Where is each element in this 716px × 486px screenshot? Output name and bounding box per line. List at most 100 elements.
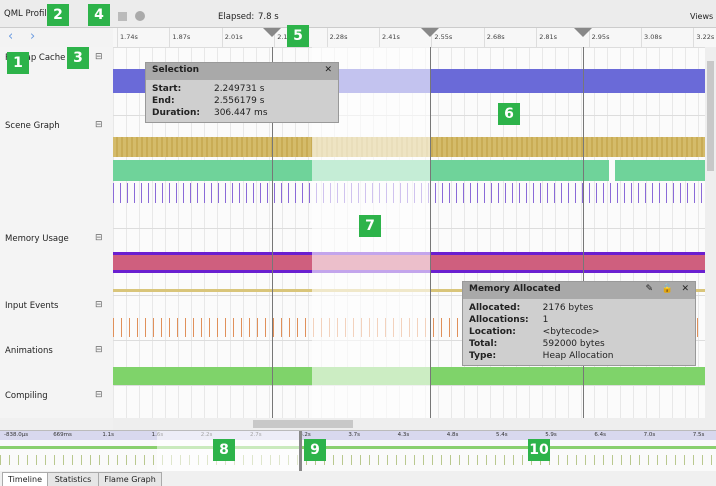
ruler-tick-label: 2.14s — [277, 33, 295, 41]
detail-key: End: — [152, 96, 175, 106]
grid-stripe — [594, 47, 595, 418]
overview-tick-label: -838.0µs — [4, 432, 29, 438]
grid-stripe — [113, 47, 114, 418]
annotation-badge: 1 — [7, 52, 29, 74]
ruler-tick-label: 2.28s — [329, 33, 348, 41]
grid-stripe — [256, 47, 257, 418]
ruler-tick-line — [169, 28, 171, 47]
grid-stripe — [451, 47, 452, 418]
grid-stripe — [269, 47, 270, 418]
annotation-badge: 6 — [498, 103, 520, 125]
grid-stripe — [464, 47, 465, 418]
ruler-tick-line — [326, 28, 328, 47]
overview-tick-label: 6.4s — [594, 432, 607, 438]
expand-button[interactable]: ⊟ — [95, 52, 103, 62]
grid-stripe — [191, 47, 192, 418]
grid-stripe — [438, 47, 439, 418]
overview: -838.0µs669ms1.1s1.6s2.2s2.7s3.2s3.7s4.3… — [0, 430, 716, 471]
overview-tick-label: 4.3s — [397, 432, 410, 438]
ruler-tick-label: 2.01s — [224, 33, 243, 41]
h-scrollbar[interactable] — [113, 418, 716, 430]
tab[interactable]: Statistics — [47, 472, 99, 486]
back-button[interactable]: ‹ — [8, 29, 14, 44]
detail-value: 2.556179 s — [213, 96, 265, 106]
ruler-tick-line — [431, 28, 433, 47]
toolbar-title: QML Profiler — [4, 9, 56, 19]
ruler-tick-line — [379, 28, 380, 47]
category-panel: Pixmap Cache ⊟ Scene Graph ⊟ Memory Usage ⊟ In… — [0, 47, 114, 418]
detail-value: 2176 bytes — [542, 303, 594, 313]
grid-stripe — [620, 47, 621, 418]
expand-button[interactable]: ⊟ — [95, 120, 103, 130]
category-label: Scene Graph — [5, 121, 60, 131]
ruler: 1.74s 1.87s 2.01s 2.14s 2.28s 2.41s 2.55s 2.68s… — [113, 28, 716, 48]
detail-value: Heap Allocation — [542, 351, 614, 361]
forward-button[interactable]: › — [30, 29, 36, 44]
detail-value: 2.249731 s — [213, 84, 265, 94]
stop-button[interactable] — [118, 12, 127, 21]
detail-key: Total: — [469, 339, 498, 349]
elapsed-value: 7.8 s — [258, 12, 279, 22]
detail-value: <bytecode> — [542, 327, 600, 337]
ruler-tick-line — [693, 28, 695, 47]
ruler-tick-line — [641, 28, 642, 47]
grid-stripe — [503, 47, 504, 418]
selection-title: Selection ✕ — [146, 63, 338, 80]
views-menu[interactable]: Views — [690, 12, 714, 21]
grid-stripe — [126, 47, 127, 418]
overview-tick-label: 669ms — [53, 432, 72, 438]
annotation-badge: 5 — [287, 25, 309, 47]
overview-tick-label: 3.2s — [299, 432, 311, 438]
marker-handle — [263, 28, 281, 37]
grid-stripe — [139, 47, 140, 418]
expand-button[interactable]: ⊟ — [95, 345, 103, 355]
ruler-tick-label: 1.74s — [120, 33, 138, 41]
tab[interactable]: Timeline — [2, 472, 48, 486]
grid-stripe — [542, 47, 543, 418]
marker-handle — [421, 28, 439, 37]
grid-stripe — [633, 47, 634, 418]
overview-tick-label: 5.4s — [496, 432, 508, 438]
grid-stripe — [204, 47, 205, 418]
details-table: Allocated: 2176 bytes Allocations: 1 Locatio… — [467, 302, 615, 362]
expand-button[interactable]: ⊟ — [95, 300, 103, 310]
tab[interactable]: Flame Graph — [98, 472, 162, 486]
ruler-tick-label: 2.68s — [486, 33, 505, 41]
overview-tick-label: 7.0s — [643, 432, 656, 438]
overview-tick-label: 5.9s — [545, 432, 557, 438]
annotation-badge: 2 — [47, 4, 69, 26]
ruler-tick-label: 1.87s — [172, 33, 191, 41]
expand-button[interactable]: ⊟ — [95, 233, 103, 243]
expand-button[interactable]: ⊟ — [95, 390, 103, 400]
grid-stripe — [477, 47, 478, 418]
ruler-tick-line — [536, 28, 538, 47]
overview-header — [0, 431, 716, 440]
grid-stripe — [685, 47, 686, 418]
category-label: Animations — [5, 346, 53, 356]
ruler-tick-line — [117, 28, 118, 47]
overview-tick-label: 7.5s — [692, 432, 705, 438]
grid-stripe — [178, 47, 179, 418]
grid-stripe — [529, 47, 530, 418]
detail-key: Type: — [469, 351, 497, 361]
overview-handle[interactable] — [299, 431, 302, 471]
category-label: Input Events — [5, 301, 59, 311]
detail-key: Allocations: — [469, 315, 529, 325]
annotation-badge: 10 — [528, 439, 550, 461]
grid-stripe — [607, 47, 608, 418]
annotation-badge: 4 — [88, 4, 110, 26]
selection-popup: Selection ✕ Start: 2.249731 s End: 2.556179 … — [145, 62, 339, 123]
ruler-tick-label: 2.55s — [434, 33, 453, 41]
detail-value: 592000 bytes — [542, 339, 605, 349]
annotation-badge: 3 — [67, 47, 89, 69]
record-button[interactable] — [135, 11, 145, 21]
detail-value: 306.447 ms — [213, 108, 268, 118]
marker-line — [583, 47, 584, 418]
grid-stripe — [659, 47, 660, 418]
grid-stripe — [152, 47, 153, 418]
marker-line — [430, 47, 431, 418]
annotation-badge: 8 — [213, 439, 235, 461]
overview-tick-label: 4.8s — [446, 432, 459, 438]
v-scrollbar[interactable] — [705, 47, 716, 418]
